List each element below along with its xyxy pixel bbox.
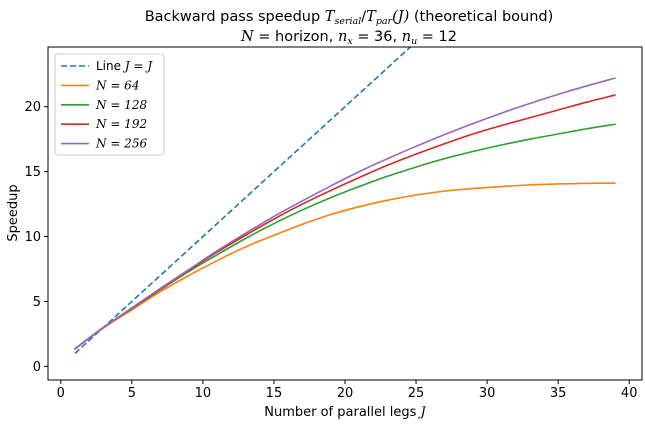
x-tick-label: 15 <box>266 386 283 401</box>
legend-label-0: Line J = J <box>96 59 153 73</box>
legend-box <box>54 53 165 156</box>
y-tick-label: 20 <box>24 100 41 115</box>
legend-label-3: N = 192 <box>95 117 147 131</box>
x-axis-label: Number of parallel legs J <box>264 405 426 420</box>
x-tick-label: 20 <box>337 386 354 401</box>
series-line-2 <box>74 123 616 350</box>
y-tick-label: 10 <box>24 230 41 245</box>
x-tick-label: 5 <box>128 386 136 401</box>
x-tick-label: 30 <box>479 386 496 401</box>
y-axis-label: Speedup <box>6 184 21 241</box>
series-line-0 <box>74 47 412 354</box>
x-tick-label: 35 <box>550 386 567 401</box>
y-axis-ticks: 0 5 10 15 20 <box>24 100 48 375</box>
chart-title: Backward pass speedup Tserial/Tpar(J) (t… <box>145 9 554 27</box>
series-line-1 <box>74 182 616 350</box>
y-tick-label: 0 <box>33 360 41 375</box>
legend: Line J = J N = 64 N = 128 N = 192 N = 256 <box>54 53 165 156</box>
x-tick-label: 25 <box>408 386 425 401</box>
x-tick-label: 0 <box>57 386 65 401</box>
legend-label-1: N = 64 <box>95 78 139 92</box>
chart-subtitle: N = horizon, nx = 36, nu = 12 <box>240 29 457 47</box>
x-tick-label: 10 <box>195 386 212 401</box>
series-layer <box>74 47 616 354</box>
y-tick-label: 5 <box>33 295 41 310</box>
legend-label-4: N = 256 <box>95 137 147 151</box>
y-tick-label: 15 <box>24 165 41 180</box>
series-line-4 <box>74 77 616 350</box>
legend-label-2: N = 128 <box>95 98 147 112</box>
x-axis-ticks: 0 5 10 15 20 25 30 35 40 <box>57 380 638 401</box>
x-tick-label: 40 <box>621 386 638 401</box>
